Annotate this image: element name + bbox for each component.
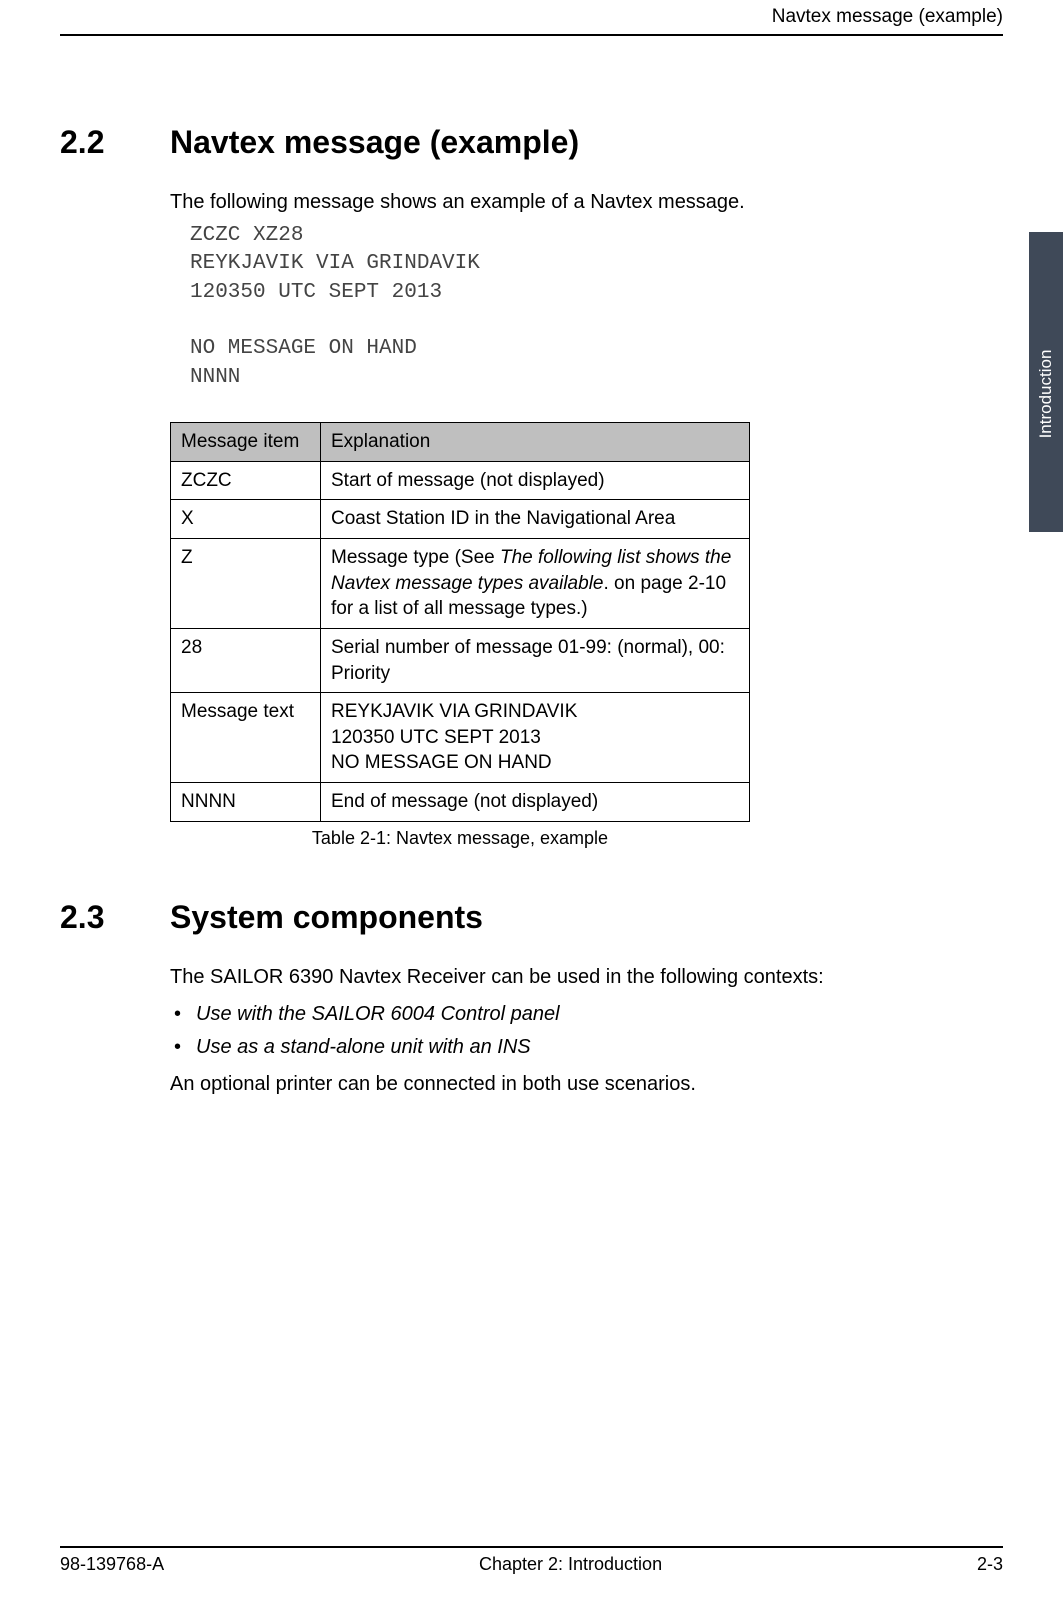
table-cell-item: NNNN: [171, 783, 321, 822]
footer-left: 98-139768-A: [60, 1554, 164, 1575]
section-2-3-heading: 2.3 System components: [60, 899, 1003, 936]
table-row: Message text REYKJAVIK VIA GRINDAVIK 1203…: [171, 693, 750, 783]
list-item: Use as a stand-alone unit with an INS: [170, 1036, 1003, 1059]
table-cell-explanation: Coast Station ID in the Navigational Are…: [321, 500, 750, 539]
section-number: 2.3: [60, 899, 140, 936]
page-footer: 98-139768-A Chapter 2: Introduction 2-3: [60, 1546, 1003, 1575]
table-caption: Table 2-1: Navtex message, example: [170, 828, 750, 849]
footer-right: 2-3: [977, 1554, 1003, 1575]
chapter-tab-label: Introduction: [1036, 350, 1056, 439]
table-cell-item: X: [171, 500, 321, 539]
table-row: ZCZC Start of message (not displayed): [171, 461, 750, 500]
text-line: 120350 UTC SEPT 2013: [331, 727, 541, 748]
navtex-message-block: ZCZC XZ28 REYKJAVIK VIA GRINDAVIK 120350…: [190, 222, 1003, 392]
table-header-explanation: Explanation: [321, 423, 750, 462]
table-row: NNNN End of message (not displayed): [171, 783, 750, 822]
table-row: X Coast Station ID in the Navigational A…: [171, 500, 750, 539]
section-title: Navtex message (example): [170, 124, 579, 161]
section-2-2-intro: The following message shows an example o…: [170, 191, 1003, 214]
section-2-2-heading: 2.2 Navtex message (example): [60, 124, 1003, 161]
navtex-table: Message item Explanation ZCZC Start of m…: [170, 422, 750, 822]
table-row: 28 Serial number of message 01-99: (norm…: [171, 628, 750, 692]
text-line: NO MESSAGE ON HAND: [331, 752, 552, 773]
table-row: Z Message type (See The following list s…: [171, 538, 750, 628]
section-2-3-intro: The SAILOR 6390 Navtex Receiver can be u…: [170, 966, 1003, 989]
table-cell-explanation: Start of message (not displayed): [321, 461, 750, 500]
table-cell-item: ZCZC: [171, 461, 321, 500]
footer-rule: [60, 1546, 1003, 1548]
table-cell-explanation: Message type (See The following list sho…: [321, 538, 750, 628]
page-header: Navtex message (example): [60, 0, 1003, 36]
header-title: Navtex message (example): [772, 6, 1003, 28]
section-number: 2.2: [60, 124, 140, 161]
section-title: System components: [170, 899, 483, 936]
section-2-3-closing: An optional printer can be connected in …: [170, 1073, 1003, 1096]
table-cell-explanation: REYKJAVIK VIA GRINDAVIK 120350 UTC SEPT 2…: [321, 693, 750, 783]
table-header-item: Message item: [171, 423, 321, 462]
table-cell-explanation: Serial number of message 01-99: (normal)…: [321, 628, 750, 692]
table-cell-explanation: End of message (not displayed): [321, 783, 750, 822]
text-span: Message type (See: [331, 547, 500, 568]
table-header-row: Message item Explanation: [171, 423, 750, 462]
text-line: REYKJAVIK VIA GRINDAVIK: [331, 701, 577, 722]
table-cell-item: 28: [171, 628, 321, 692]
header-rule: [60, 34, 1003, 36]
table-cell-item: Message text: [171, 693, 321, 783]
table-cell-item: Z: [171, 538, 321, 628]
chapter-tab: Introduction: [1029, 232, 1063, 532]
footer-center: Chapter 2: Introduction: [479, 1554, 662, 1575]
list-item: Use with the SAILOR 6004 Control panel: [170, 1003, 1003, 1026]
bullet-list: Use with the SAILOR 6004 Control panel U…: [170, 1003, 1003, 1059]
